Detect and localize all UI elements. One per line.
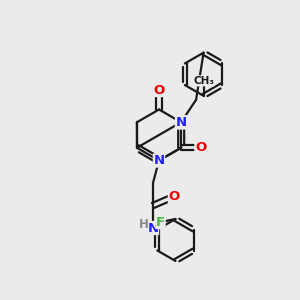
Text: N: N — [153, 154, 165, 167]
Text: N: N — [147, 221, 159, 235]
Text: CH₃: CH₃ — [193, 76, 214, 86]
Text: O: O — [195, 141, 206, 154]
Text: H: H — [139, 218, 148, 232]
Text: N: N — [176, 116, 187, 129]
Text: O: O — [153, 83, 165, 97]
Text: F: F — [156, 215, 165, 229]
Text: N: N — [176, 116, 187, 129]
Text: O: O — [168, 190, 180, 203]
